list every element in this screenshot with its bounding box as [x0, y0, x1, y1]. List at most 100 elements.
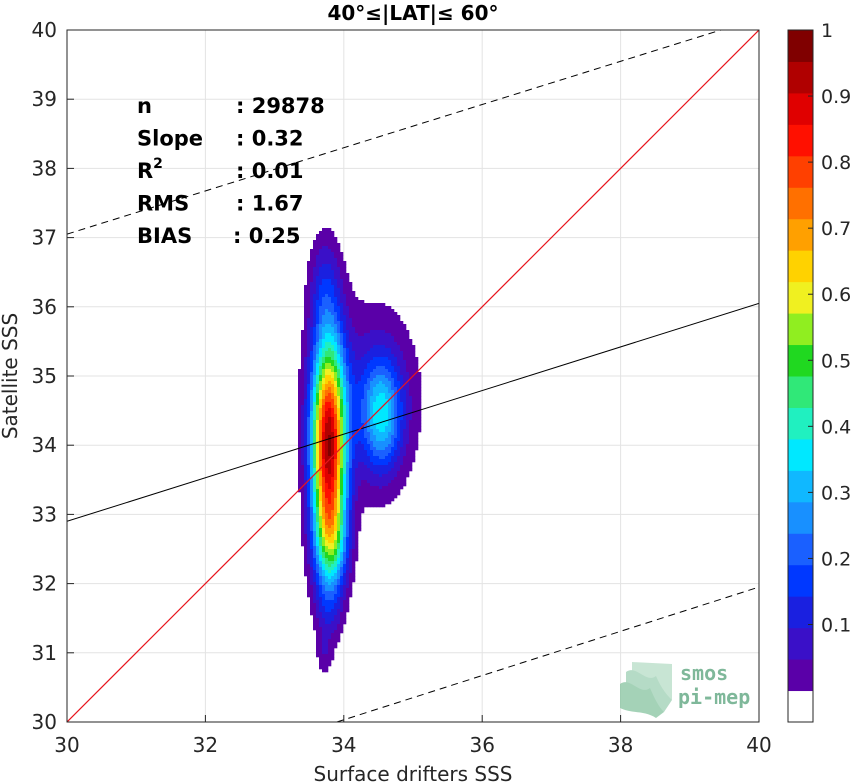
- density-cell: [298, 393, 302, 397]
- density-cell: [394, 366, 398, 370]
- density-cell: [349, 471, 353, 475]
- density-cell: [346, 417, 350, 421]
- density-cell: [307, 378, 311, 382]
- density-cell: [391, 447, 395, 451]
- density-cell: [412, 375, 416, 379]
- density-cell: [409, 417, 413, 421]
- density-cell: [334, 624, 338, 628]
- density-cell: [298, 423, 302, 427]
- density-cell: [352, 576, 356, 580]
- density-cell: [382, 399, 386, 403]
- density-cell: [334, 402, 338, 406]
- density-cell: [328, 642, 332, 646]
- density-cell: [310, 303, 314, 307]
- density-cell: [313, 261, 317, 265]
- density-cell: [331, 456, 335, 460]
- density-cell: [346, 582, 350, 586]
- density-cell: [361, 306, 365, 310]
- density-cell: [349, 432, 353, 436]
- density-cell: [400, 468, 404, 472]
- density-cell: [346, 492, 350, 496]
- density-cell: [319, 237, 323, 241]
- density-cell: [352, 378, 356, 382]
- density-cell: [322, 456, 326, 460]
- density-cell: [379, 492, 383, 496]
- density-cell: [334, 261, 338, 265]
- density-cell: [415, 426, 419, 430]
- density-cell: [334, 483, 338, 487]
- density-cell: [343, 399, 347, 403]
- density-cell: [406, 447, 410, 451]
- density-cell: [304, 414, 308, 418]
- density-cell: [391, 483, 395, 487]
- density-cell: [301, 426, 305, 430]
- density-cell: [343, 507, 347, 511]
- colorbar-segment: [788, 218, 813, 251]
- density-cell: [352, 432, 356, 436]
- density-cell: [355, 312, 359, 316]
- density-cell: [319, 558, 323, 562]
- density-cell: [328, 558, 332, 562]
- density-cell: [346, 363, 350, 367]
- density-cell: [325, 264, 329, 268]
- density-cell: [409, 441, 413, 445]
- density-cell: [325, 576, 329, 580]
- density-cell: [385, 441, 389, 445]
- density-cell: [337, 504, 341, 508]
- density-cell: [343, 417, 347, 421]
- density-cell: [313, 477, 317, 481]
- density-cell: [340, 417, 344, 421]
- density-cell: [319, 513, 323, 517]
- density-cell: [310, 507, 314, 511]
- density-cell: [370, 489, 374, 493]
- density-cell: [301, 411, 305, 415]
- density-cell: [412, 453, 416, 457]
- density-cell: [310, 480, 314, 484]
- density-cell: [316, 456, 320, 460]
- density-cell: [376, 411, 380, 415]
- density-cell: [373, 459, 377, 463]
- density-cell: [325, 303, 329, 307]
- density-cell: [340, 291, 344, 295]
- density-cell: [376, 348, 380, 352]
- density-cell: [310, 519, 314, 523]
- density-cell: [349, 423, 353, 427]
- density-cell: [376, 477, 380, 481]
- density-cell: [319, 348, 323, 352]
- density-cell: [415, 417, 419, 421]
- density-cell: [304, 390, 308, 394]
- density-cell: [316, 363, 320, 367]
- density-cell: [412, 387, 416, 391]
- density-cell: [319, 366, 323, 370]
- density-cell: [349, 348, 353, 352]
- density-cell: [364, 486, 368, 490]
- density-cell: [355, 309, 359, 313]
- density-cell: [325, 633, 329, 637]
- colorbar-segment: [788, 407, 813, 440]
- density-cell: [379, 312, 383, 316]
- density-cell: [379, 441, 383, 445]
- density-cell: [403, 327, 407, 331]
- density-cell: [328, 267, 332, 271]
- density-cell: [382, 303, 386, 307]
- density-cell: [307, 468, 311, 472]
- density-cell: [319, 468, 323, 472]
- density-cell: [331, 570, 335, 574]
- density-cell: [325, 561, 329, 565]
- density-cell: [310, 351, 314, 355]
- density-cell: [328, 294, 332, 298]
- density-cell: [304, 333, 308, 337]
- density-cell: [409, 432, 413, 436]
- density-cell: [319, 606, 323, 610]
- density-cell: [316, 609, 320, 613]
- density-cell: [415, 432, 419, 436]
- density-cell: [382, 477, 386, 481]
- density-cell: [340, 537, 344, 541]
- density-cell: [310, 423, 314, 427]
- density-cell: [388, 414, 392, 418]
- density-cell: [304, 360, 308, 364]
- density-cell: [307, 579, 311, 583]
- density-cell: [316, 270, 320, 274]
- density-cell: [343, 384, 347, 388]
- density-cell: [340, 498, 344, 502]
